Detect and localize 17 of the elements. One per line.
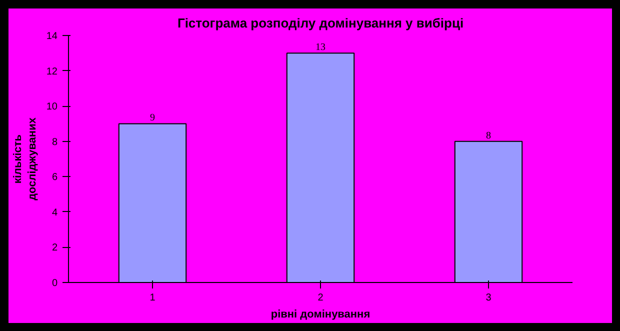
y-tick-label: 8 xyxy=(52,136,58,148)
y-tick-label: 10 xyxy=(46,102,58,113)
chart-title: Гістограма розподілу домінування у вибірці xyxy=(177,16,464,30)
data-label: 13 xyxy=(316,42,326,54)
data-label: 8 xyxy=(486,130,491,142)
y-tick-label: 6 xyxy=(52,172,58,184)
data-label: 9 xyxy=(150,112,155,124)
y-tick-label: 2 xyxy=(52,242,58,254)
y-axis-title: кількість досліджуваних xyxy=(12,116,38,200)
y-tick-label: 0 xyxy=(52,278,58,289)
y-tick-label: 12 xyxy=(46,66,58,78)
x-tick-label: 1 xyxy=(150,292,156,304)
y-tick-label: 4 xyxy=(52,207,58,218)
x-axis-title: рівні домінування xyxy=(270,308,370,320)
x-tick-label: 3 xyxy=(486,292,492,304)
y-tick-label: 14 xyxy=(46,31,58,42)
x-tick-label: 2 xyxy=(318,292,324,304)
